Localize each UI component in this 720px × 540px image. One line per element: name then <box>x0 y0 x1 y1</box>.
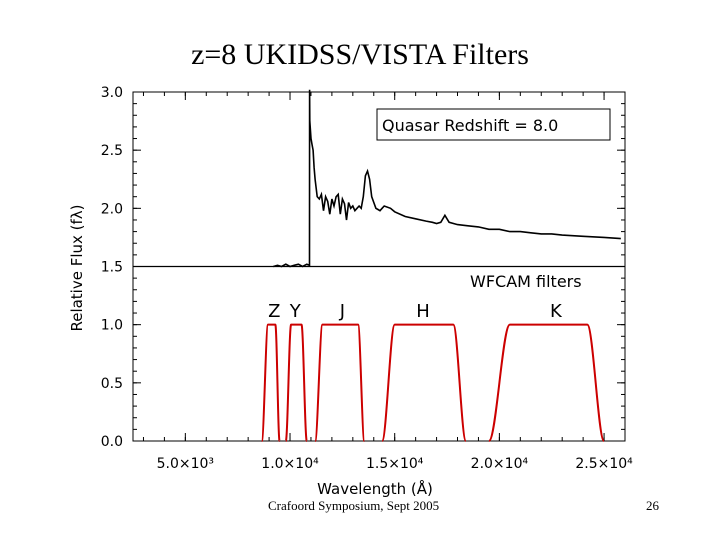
footer-conference: Crafoord Symposium, Sept 2005 <box>268 498 440 513</box>
y-tick-label: 0.0 <box>101 434 123 450</box>
y-tick-label: 2.0 <box>101 201 123 217</box>
filters-title: WFCAM filters <box>470 272 582 291</box>
y-tick-label: 2.5 <box>101 143 123 159</box>
filter-label-k: K <box>550 301 563 322</box>
x-tick-label: 2.0×10⁴ <box>471 456 529 472</box>
filter-curve-k <box>487 323 606 442</box>
x-tick-label: 2.5×10⁴ <box>575 456 633 472</box>
y-tick-label: 3.0 <box>101 85 123 101</box>
x-tick-label: 5.0×10³ <box>157 456 214 472</box>
quasar-spectrum-line <box>273 89 621 268</box>
x-tick-label: 1.0×10⁴ <box>261 456 319 472</box>
y-tick-label: 1.0 <box>101 318 123 334</box>
filter-curve-h <box>381 323 467 442</box>
filter-label-z: Z <box>268 301 280 322</box>
page-number: 26 <box>646 498 659 513</box>
filter-curve-j <box>314 323 366 442</box>
x-axis-label: Wavelength (Å) <box>317 479 433 498</box>
y-tick-label: 1.5 <box>101 260 123 276</box>
filter-curve-z <box>260 323 281 442</box>
x-tick-label: 1.5×10⁴ <box>366 456 424 472</box>
filter-label-y: Y <box>289 301 302 322</box>
filter-curve-y <box>284 323 308 442</box>
filter-label-j: J <box>339 301 345 322</box>
redshift-box <box>376 108 611 141</box>
y-axis-label: Relative Flux (fλ) <box>68 204 86 331</box>
y-tick-label: 0.5 <box>101 376 123 392</box>
slide-title: z=8 UKIDSS/VISTA Filters <box>191 38 529 71</box>
redshift-annotation: Quasar Redshift = 8.0 <box>382 116 558 135</box>
filter-label-h: H <box>416 301 430 322</box>
